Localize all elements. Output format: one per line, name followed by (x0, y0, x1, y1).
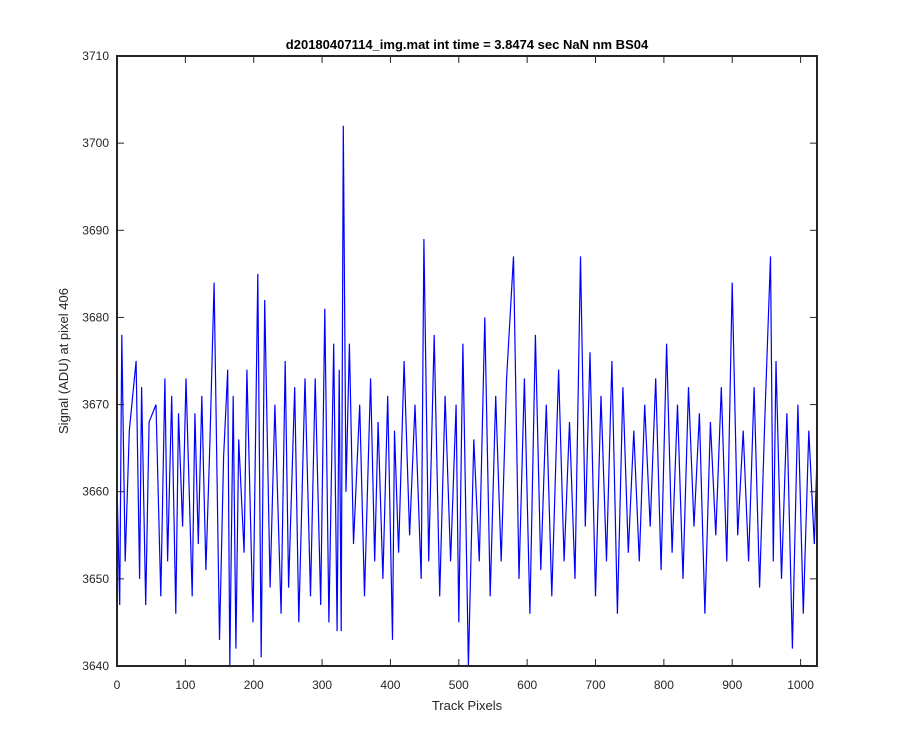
y-axis: 3640 3650 3660 3670 3680 3690 3700 3710 (82, 49, 817, 673)
y-tick-label: 3690 (82, 223, 109, 237)
y-tick-label: 3640 (82, 659, 109, 673)
y-tick-label: 3680 (82, 310, 109, 324)
x-tick-label: 400 (380, 678, 400, 692)
series-line (116, 125, 818, 667)
x-tick-label: 500 (449, 678, 469, 692)
x-tick-label: 800 (654, 678, 674, 692)
y-axis-label: Signal (ADU) at pixel 406 (56, 288, 71, 434)
chart-title: d20180407114_img.mat int time = 3.8474 s… (286, 37, 649, 52)
x-axis: 0 100 200 300 400 500 600 700 800 900 1000 (114, 56, 814, 692)
x-tick-label: 600 (517, 678, 537, 692)
x-tick-label: 900 (722, 678, 742, 692)
axes-box (116, 55, 818, 667)
y-tick-label: 3650 (82, 572, 109, 586)
x-axis-label: Track Pixels (432, 698, 503, 713)
x-tick-label: 0 (114, 678, 121, 692)
y-tick-label: 3670 (82, 398, 109, 412)
y-tick-label: 3710 (82, 49, 109, 63)
y-tick-label: 3700 (82, 136, 109, 150)
y-tick-label: 3660 (82, 485, 109, 499)
x-tick-label: 300 (312, 678, 332, 692)
x-tick-label: 200 (244, 678, 264, 692)
plot-area (116, 55, 818, 667)
x-tick-label: 100 (175, 678, 195, 692)
x-tick-label: 700 (586, 678, 606, 692)
x-tick-label: 1000 (787, 678, 814, 692)
